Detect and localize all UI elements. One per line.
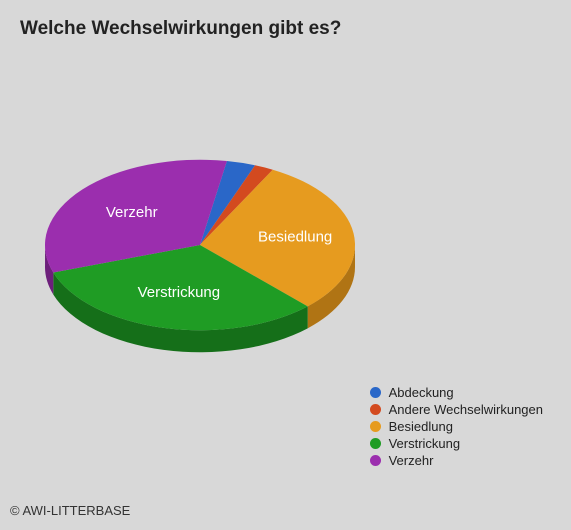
credit-line: © AWI-LITTERBASE — [10, 503, 130, 518]
pie-chart: Besiedlung Verstrickung Verzehr — [30, 85, 370, 415]
legend-label: Abdeckung — [389, 385, 454, 400]
legend-item: Verzehr — [370, 453, 543, 468]
legend: Abdeckung Andere Wechselwirkungen Besiedlu… — [370, 383, 543, 470]
pie-slice-label: Besiedlung — [258, 229, 332, 246]
legend-item: Verstrickung — [370, 436, 543, 451]
legend-label: Andere Wechselwirkungen — [389, 402, 543, 417]
chart-container: Welche Wechselwirkungen gibt es? Besiedl… — [0, 0, 571, 530]
legend-swatch — [370, 387, 381, 398]
legend-swatch — [370, 455, 381, 466]
pie-slice-label: Verstrickung — [138, 284, 221, 301]
legend-label: Verstrickung — [389, 436, 461, 451]
legend-item: Abdeckung — [370, 385, 543, 400]
legend-item: Besiedlung — [370, 419, 543, 434]
legend-label: Besiedlung — [389, 419, 453, 434]
pie-slice-label: Verzehr — [106, 204, 158, 221]
legend-item: Andere Wechselwirkungen — [370, 402, 543, 417]
legend-label: Verzehr — [389, 453, 434, 468]
legend-swatch — [370, 421, 381, 432]
page-title: Welche Wechselwirkungen gibt es? — [20, 18, 341, 40]
legend-swatch — [370, 438, 381, 449]
legend-swatch — [370, 404, 381, 415]
